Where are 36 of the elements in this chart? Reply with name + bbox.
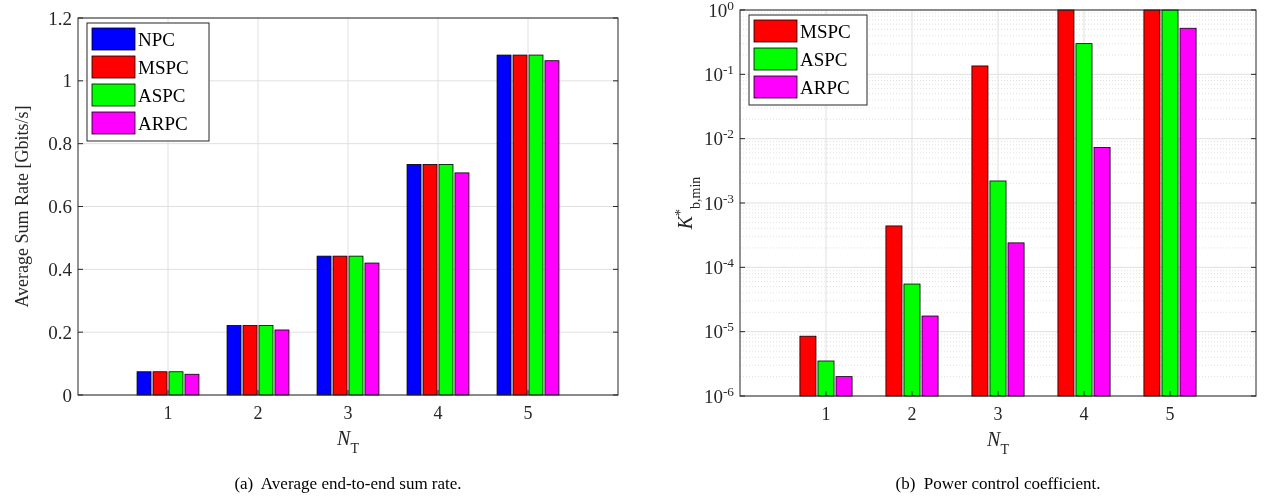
y-tick-label: 0: [62, 384, 72, 406]
y-axis-title: Average Sum Rate [Gbits/s]: [12, 105, 32, 308]
y-tick-label: 10$^{-5}$: [703, 318, 735, 343]
x-tick-label: 4: [1079, 404, 1089, 424]
x-tick-label: 5: [1165, 404, 1175, 424]
y-tick-label: 10$^{-1}$: [703, 61, 734, 85]
legend-label: MSPC: [138, 56, 189, 78]
x-axis-title: N$_{T}$: [986, 428, 1010, 457]
y-tick-label: 0.8: [48, 133, 72, 155]
x-tick-label: 3: [993, 404, 1003, 424]
x-tick-label: 3: [343, 403, 353, 423]
y-tick-label: 10$^{-6}$: [703, 383, 735, 407]
y-tick-label: 0.4: [48, 258, 73, 280]
x-tick-label: 5: [523, 403, 533, 423]
x-tick-label: 1: [163, 403, 173, 423]
legend-label: MSPC: [800, 20, 851, 42]
x-tick-label: 2: [253, 403, 263, 423]
legend-label: ASPC: [800, 48, 848, 70]
x-axis-title: N$_{T}$: [336, 427, 360, 456]
legend-label: ASPC: [138, 84, 186, 106]
y-tick-label: 10$^{-4}$: [703, 254, 735, 278]
legend-label: NPC: [138, 28, 175, 50]
x-tick-label: 2: [907, 404, 917, 424]
y-tick-label: 10$^{0}$: [708, 0, 735, 21]
x-tick-label: 1: [821, 404, 831, 424]
y-tick-label: 10$^{-3}$: [703, 190, 735, 214]
text: (b) Power control coefficient.: [895, 474, 1101, 493]
y-tick-label: 1: [62, 70, 72, 92]
x-tick-label: 4: [433, 403, 443, 423]
y-tick-label: 0.2: [48, 321, 72, 343]
y-tick-label: 10$^{-2}$: [703, 125, 734, 150]
legend-label: ARPC: [800, 76, 850, 98]
text: (a) Average end-to-end sum rate.: [234, 474, 462, 493]
y-tick-label: 1.2: [48, 7, 72, 29]
y-tick-label: 0.6: [48, 196, 72, 218]
legend-label: ARPC: [138, 112, 188, 134]
